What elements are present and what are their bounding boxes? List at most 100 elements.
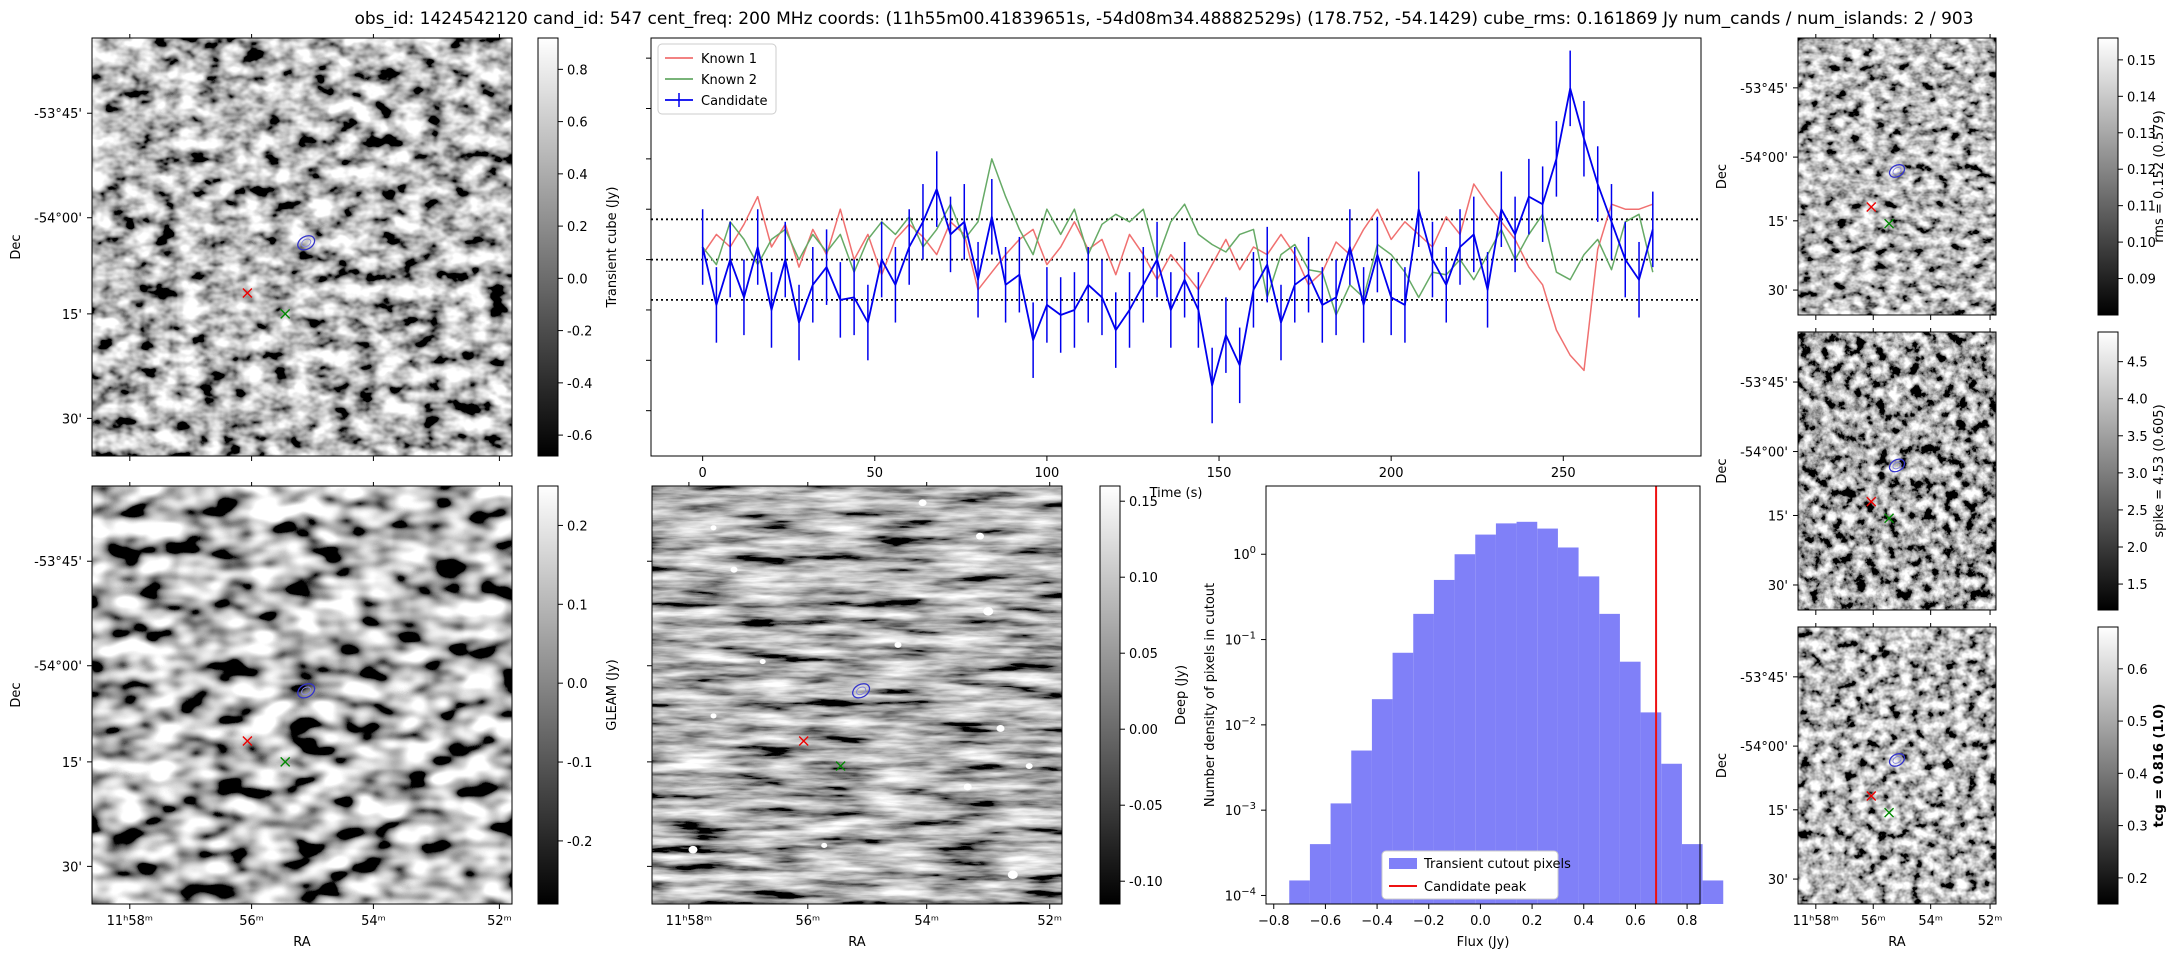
colorbar-tick-label: 0.5 xyxy=(2127,715,2148,730)
y-tick-label: 10−4 xyxy=(1225,886,1256,904)
histogram-bar xyxy=(1330,803,1352,904)
candidate-contour xyxy=(297,235,316,251)
histogram-xlabel: Flux (Jy) xyxy=(1457,935,1510,950)
ra-tick-label: 54ᵐ xyxy=(1918,914,1943,929)
x-tick-label: 0.4 xyxy=(1573,914,1594,929)
colorbar-tick-label: 0.2 xyxy=(567,220,588,235)
candidate-contour xyxy=(1888,164,1906,178)
rms-panel xyxy=(1793,34,2123,320)
colorbar-tick-label: 1.5 xyxy=(2127,578,2148,593)
x-tick-label: 0.8 xyxy=(1677,914,1698,929)
point-source xyxy=(1007,870,1018,879)
rms-colorbar-label: rms = 0.152 (0.579) xyxy=(2152,110,2167,242)
colorbar-tick-label: -0.1 xyxy=(567,756,592,771)
x-tick-label: −0.2 xyxy=(1413,914,1445,929)
known-source-1-marker xyxy=(1866,201,1877,212)
histogram-bar xyxy=(1599,613,1620,904)
known-source-2-marker xyxy=(280,308,291,319)
dec-axis-label: Dec xyxy=(1715,164,1730,189)
colorbar-tick-label: 0.2 xyxy=(2127,872,2148,887)
spike-frame xyxy=(1797,331,1997,611)
known-source-2-marker xyxy=(1884,513,1895,524)
gleam-frame xyxy=(91,485,513,905)
x-tick-label: 0.2 xyxy=(1522,914,1543,929)
colorbar-tick-label: 4.0 xyxy=(2127,393,2148,408)
rms-colorbar xyxy=(2097,37,2119,316)
x-tick-label: −0.6 xyxy=(1310,914,1342,929)
dec-tick-label: 30' xyxy=(1768,579,1788,594)
colorbar-tick-label: 2.5 xyxy=(2127,504,2148,519)
spike-colorbar-label: spike = 4.53 (0.605) xyxy=(2152,404,2167,537)
point-source xyxy=(894,641,902,648)
lightcurve-frame xyxy=(650,37,1702,457)
candidate-contour-inner xyxy=(301,686,312,696)
point-source xyxy=(963,783,972,791)
ra-tick-label: 54ᵐ xyxy=(361,914,386,929)
legend-label: Candidate xyxy=(701,94,767,109)
ra-tick-label: 11ʰ58ᵐ xyxy=(107,914,153,929)
colorbar-tick-label: 0.1 xyxy=(567,598,588,613)
dec-tick-label: -53°45' xyxy=(1740,82,1788,97)
colorbar-tick-label: -0.05 xyxy=(1129,799,1163,814)
y-tick-label: 100 xyxy=(1233,545,1256,563)
histogram-bar xyxy=(1537,528,1558,904)
rms-frame xyxy=(1797,37,1997,316)
legend-label: Candidate peak xyxy=(1424,880,1527,895)
colorbar-tick-label: 0.15 xyxy=(1129,495,1158,510)
colorbar-tick-label: 0.15 xyxy=(2127,54,2156,69)
x-tick-label: 0.0 xyxy=(1470,914,1491,929)
transient-colorbar xyxy=(537,37,559,457)
dec-tick-label: 15' xyxy=(62,308,82,323)
series-line-known-1 xyxy=(701,183,1654,372)
deep-colorbar xyxy=(1099,485,1121,905)
known-source-1-marker xyxy=(1866,790,1877,801)
series-line-known-2 xyxy=(702,158,1654,316)
histogram-bar xyxy=(1392,652,1414,904)
ra-axis-label: RA xyxy=(293,935,311,950)
histogram-bar xyxy=(1702,880,1724,904)
gleam-colorbar-label: GLEAM (Jy) xyxy=(605,659,620,730)
dec-tick-label: -54°00' xyxy=(1740,151,1788,166)
y-tick-label: 10−3 xyxy=(1225,801,1256,819)
known-source-1-marker xyxy=(242,287,253,298)
x-tick-label: 100 xyxy=(1034,466,1059,481)
dec-axis-label: Dec xyxy=(1715,458,1730,483)
candidate-contour-inner xyxy=(301,238,312,248)
x-tick-label: −0.8 xyxy=(1258,914,1290,929)
point-source xyxy=(983,607,994,616)
legend-swatch xyxy=(1389,858,1417,869)
histogram-bar xyxy=(1619,661,1641,904)
colorbar-tick-label: -0.10 xyxy=(1129,875,1163,890)
deep-colorbar-label: Deep (Jy) xyxy=(1174,665,1189,725)
colorbar-tick-label: 0.4 xyxy=(567,168,588,183)
ra-axis-label: RA xyxy=(1888,935,1906,950)
candidate-contour-inner xyxy=(855,686,867,696)
dec-tick-label: 30' xyxy=(1768,873,1788,888)
y-tick-label: 10−2 xyxy=(1225,716,1256,734)
dec-tick-label: -53°45' xyxy=(1740,376,1788,391)
tcg-colorbar-label: tcg = 0.816 (1.0) xyxy=(2152,704,2167,828)
dec-tick-label: 15' xyxy=(1768,804,1788,819)
known-source-1-marker xyxy=(1866,496,1877,507)
gleam-image xyxy=(92,486,512,904)
dec-tick-label: 15' xyxy=(62,756,82,771)
candidate-contour xyxy=(852,683,871,699)
dec-tick-label: 30' xyxy=(62,860,82,875)
x-tick-label: 50 xyxy=(866,466,883,481)
colorbar-tick-label: 2.0 xyxy=(2127,541,2148,556)
known-source-1-marker xyxy=(798,735,809,746)
tcg-frame xyxy=(1797,626,1997,905)
colorbar-tick-label: 4.5 xyxy=(2127,356,2148,371)
transient-panel xyxy=(87,34,563,461)
y-tick-label: 10−1 xyxy=(1225,631,1256,649)
dec-tick-label: -54°00' xyxy=(1740,446,1788,461)
candidate-contour-inner xyxy=(1892,167,1902,175)
point-source xyxy=(996,725,1005,732)
deep-panel xyxy=(647,482,1125,909)
figure-title: obs_id: 1424542120 cand_id: 547 cent_fre… xyxy=(354,9,1973,29)
colorbar-tick-label: 0.4 xyxy=(2127,767,2148,782)
histogram-bar xyxy=(1557,547,1579,904)
candidate-contour xyxy=(1888,458,1906,473)
deep-image xyxy=(652,486,1062,904)
